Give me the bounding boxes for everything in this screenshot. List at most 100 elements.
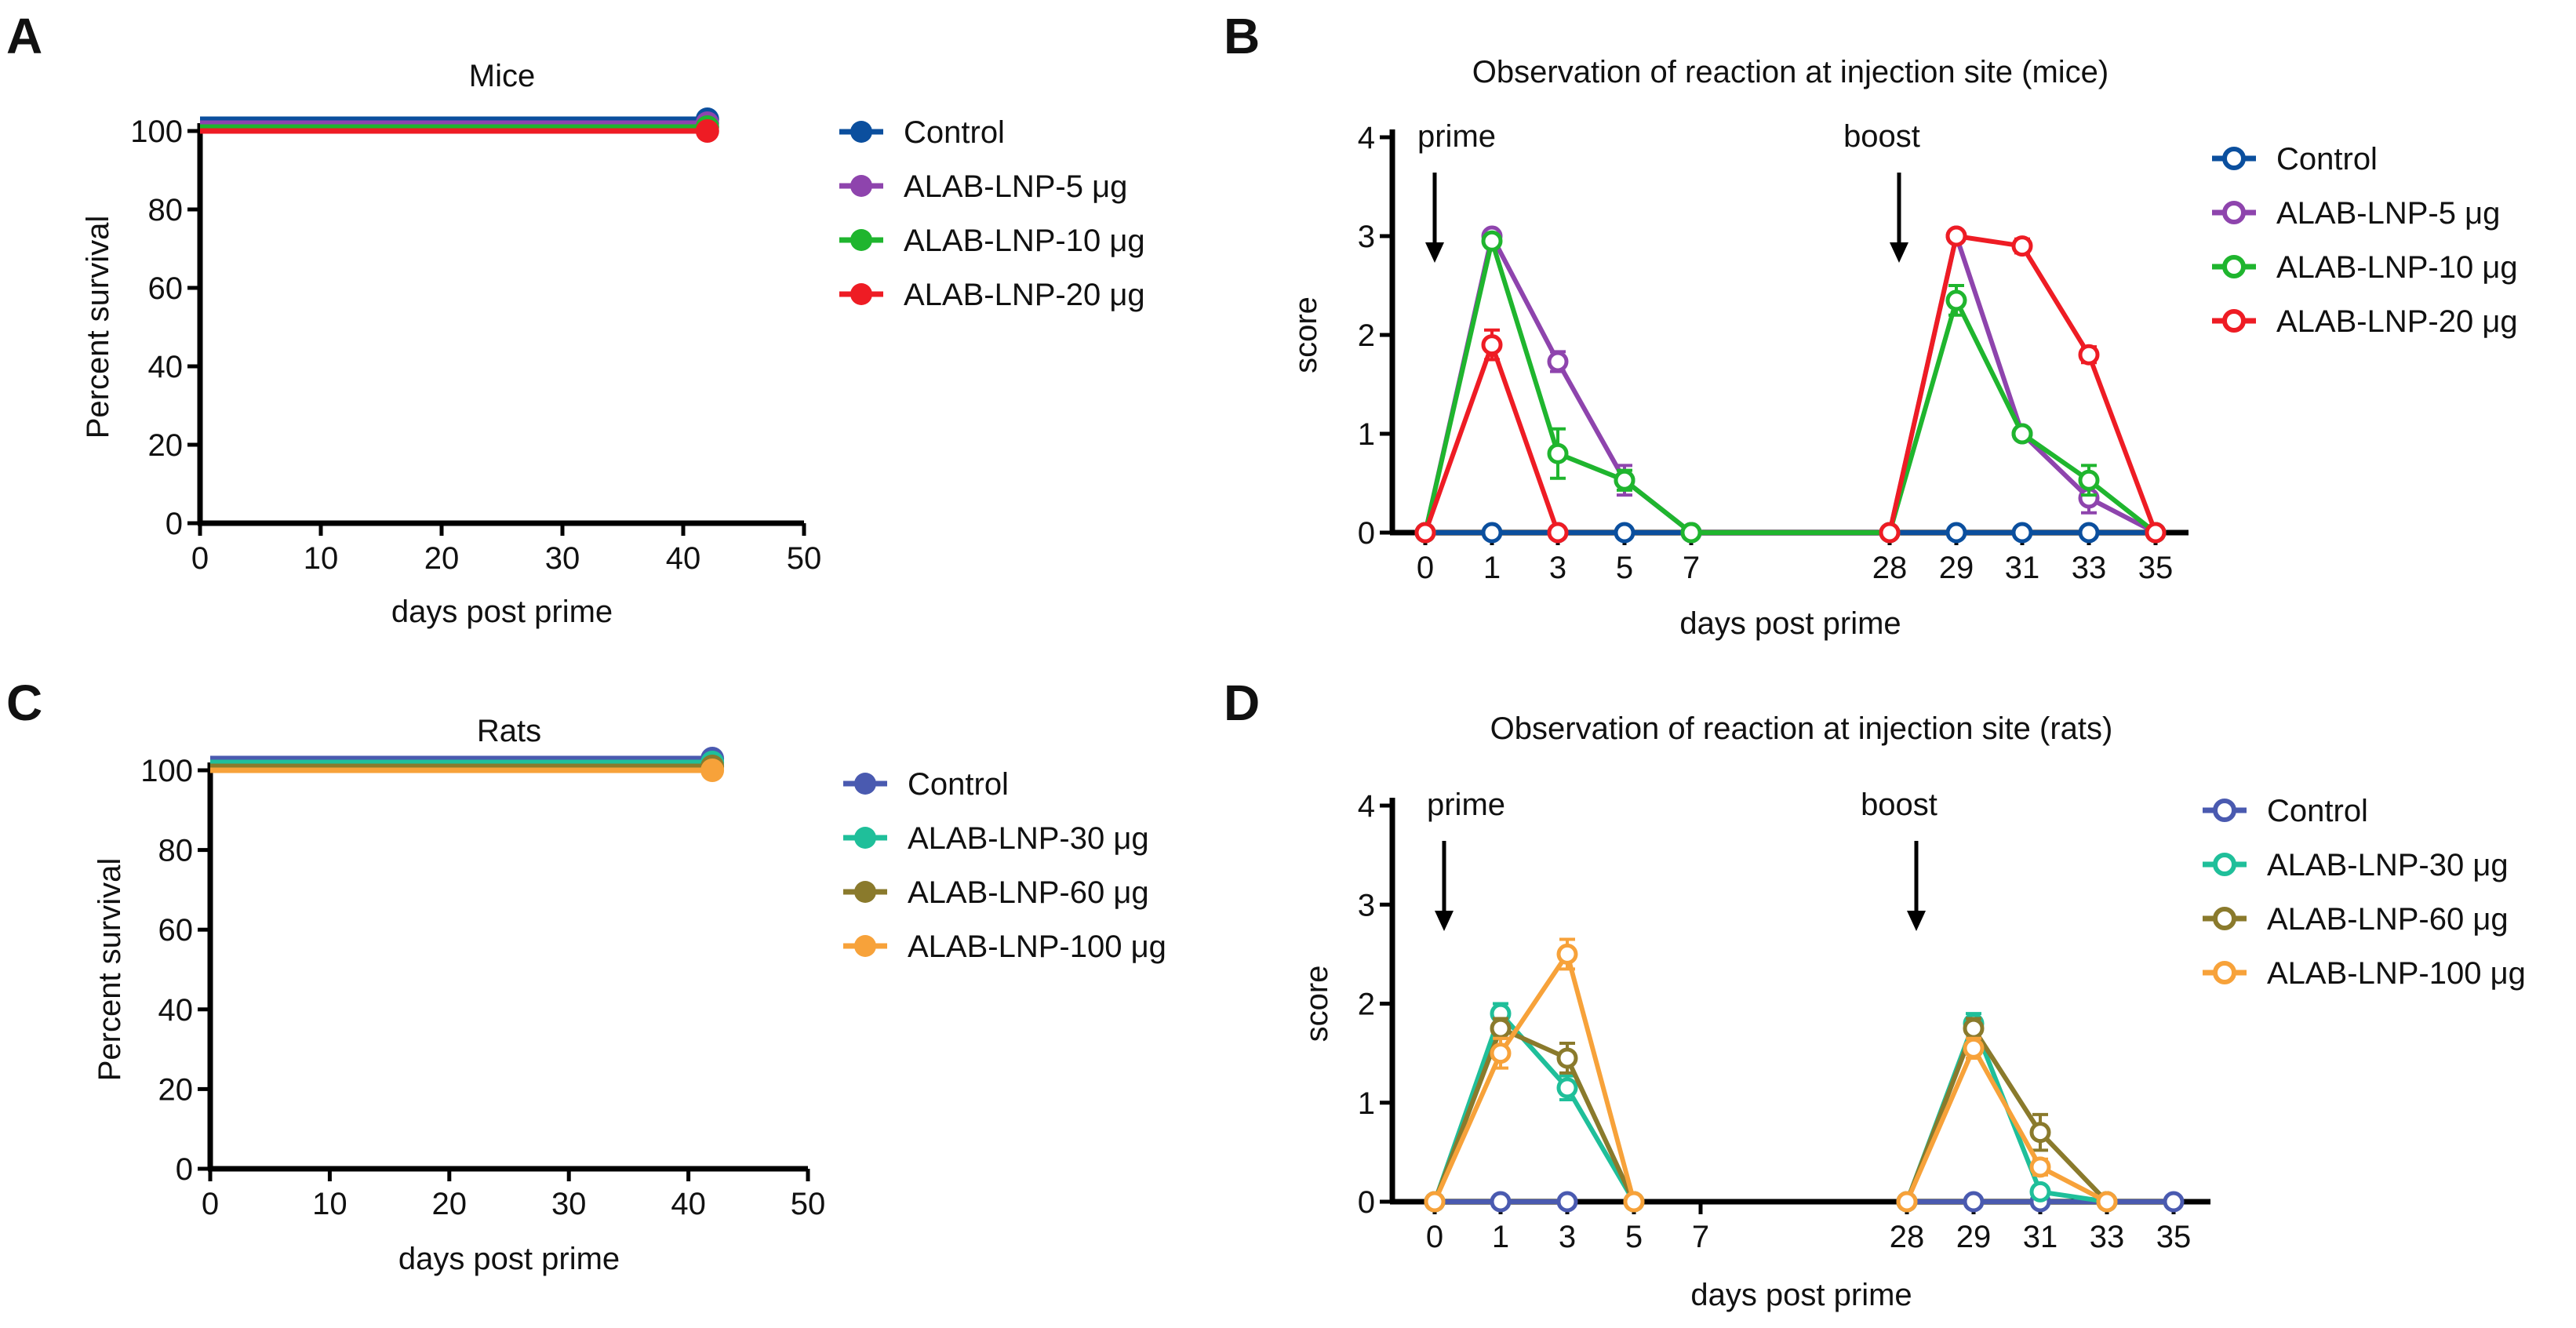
legend-item-3: ALAB-LNP-60 μg	[2203, 902, 2509, 937]
legend-item-1: Control	[2203, 794, 2368, 828]
legend-item-2: ALAB-LNP-30 μg	[843, 821, 1149, 856]
legend-marker	[2222, 147, 2246, 170]
series-line	[1905, 1026, 2109, 1204]
series-line	[1905, 1046, 2108, 1204]
legend-label: ALAB-LNP-100 μg	[908, 930, 1166, 964]
data-point	[1414, 522, 1436, 544]
legend-item-2: ALAB-LNP-5 μg	[2212, 196, 2500, 231]
data-point	[1680, 522, 1702, 544]
x-tick-label: 0	[202, 1187, 219, 1221]
annotation-boost: boost	[1843, 119, 1920, 263]
data-point	[1481, 522, 1503, 544]
data-point	[1556, 943, 1578, 965]
legend-item-4: ALAB-LNP-100 μg	[2203, 956, 2526, 991]
legend-item-3: ALAB-LNP-10 μg	[2212, 250, 2518, 285]
y-tick-label: 2	[1358, 988, 1375, 1022]
chart-title: Mice	[469, 59, 535, 93]
data-point	[700, 759, 725, 782]
annotation-label: boost	[1843, 119, 1920, 154]
panel-letter-b: B	[1224, 8, 1260, 64]
annotation-arrow-head	[1425, 242, 1444, 263]
x-tick-label: 7	[1683, 551, 1700, 585]
legend-marker	[850, 175, 872, 197]
x-tick-label: 29	[1956, 1220, 1992, 1254]
data-point	[2011, 522, 2033, 544]
data-point	[1963, 1191, 1985, 1213]
data-point	[1614, 522, 1635, 544]
y-tick-label: 4	[1358, 789, 1375, 824]
y-tick-label: 3	[1358, 888, 1375, 922]
data-point	[1945, 522, 1967, 544]
data-point	[695, 119, 719, 143]
chart-panel-b: Observation of reaction at injection sit…	[1289, 55, 2518, 641]
x-axis-label: days post prime	[1679, 606, 1901, 641]
y-axis-label: score	[1289, 297, 1323, 373]
legend-label: Control	[908, 767, 1009, 802]
series-4	[200, 119, 719, 143]
data-point	[2145, 522, 2167, 544]
x-axis-label: days post prime	[398, 1242, 620, 1276]
x-tick-label: 30	[551, 1187, 587, 1221]
chart-panel-d: Observation of reaction at injection sit…	[1300, 711, 2526, 1312]
legend-label: Control	[2276, 142, 2378, 176]
series-4	[210, 759, 725, 782]
data-point	[1490, 1017, 1512, 1039]
y-axis-label: Percent survival	[81, 216, 115, 439]
data-point	[2078, 344, 2100, 366]
y-tick-label: 3	[1358, 220, 1375, 254]
annotation-label: prime	[1427, 788, 1505, 822]
data-point	[1614, 469, 1635, 491]
data-point	[2011, 235, 2033, 257]
series-line	[1432, 1011, 1636, 1203]
annotation-prime: prime	[1427, 788, 1505, 931]
annotation-arrow-head	[1435, 911, 1454, 931]
x-tick-label: 31	[2023, 1220, 2058, 1254]
x-tick-label: 35	[2138, 551, 2174, 585]
y-axis-label: score	[1300, 966, 1334, 1042]
data-point	[1879, 522, 1901, 544]
x-tick-label: 0	[1426, 1220, 1443, 1254]
legend-label: Control	[904, 115, 1005, 150]
x-tick-label: 3	[1549, 551, 1566, 585]
legend-marker	[850, 283, 872, 305]
data-point	[2078, 469, 2100, 491]
data-point	[1547, 442, 1569, 464]
legend-item-1: Control	[843, 767, 1009, 802]
data-point	[1556, 1047, 1578, 1069]
x-tick-label: 10	[312, 1187, 347, 1221]
series-3	[1414, 230, 2167, 544]
x-tick-label: 30	[545, 541, 580, 576]
y-tick-label: 0	[166, 507, 183, 541]
legend-label: ALAB-LNP-10 μg	[904, 224, 1145, 258]
data-point	[1547, 351, 1569, 373]
data-point	[1490, 1042, 1512, 1064]
x-tick-label: 3	[1559, 1220, 1576, 1254]
y-axis-label: Percent survival	[93, 858, 127, 1082]
data-point	[1896, 1191, 1918, 1213]
chart-title: Rats	[477, 714, 541, 748]
y-tick-label: 1	[1358, 1086, 1375, 1121]
legend-item-4: ALAB-LNP-100 μg	[843, 930, 1166, 964]
legend-label: ALAB-LNP-60 μg	[908, 875, 1149, 910]
data-point	[2163, 1191, 2185, 1213]
annotation-label: boost	[1861, 788, 1937, 822]
legend-item-1: Control	[2212, 142, 2378, 176]
legend-item-1: Control	[839, 115, 1005, 150]
x-tick-label: 5	[1625, 1220, 1643, 1254]
y-tick-label: 0	[1358, 1185, 1375, 1220]
data-point	[1547, 522, 1569, 544]
data-point	[1963, 1037, 1985, 1059]
legend-item-3: ALAB-LNP-10 μg	[839, 224, 1145, 258]
x-tick-label: 10	[304, 541, 339, 576]
legend-marker	[854, 827, 876, 849]
y-tick-label: 0	[176, 1152, 193, 1187]
x-tick-label: 28	[1872, 551, 1908, 585]
x-tick-label: 5	[1616, 551, 1633, 585]
legend-label: ALAB-LNP-10 μg	[2276, 250, 2518, 285]
annotation-label: prime	[1417, 119, 1496, 154]
y-tick-label: 20	[148, 428, 184, 463]
x-axis-label: days post prime	[1690, 1278, 1912, 1312]
y-tick-label: 80	[158, 834, 194, 868]
data-point	[2078, 522, 2100, 544]
y-tick-label: 80	[148, 193, 184, 227]
